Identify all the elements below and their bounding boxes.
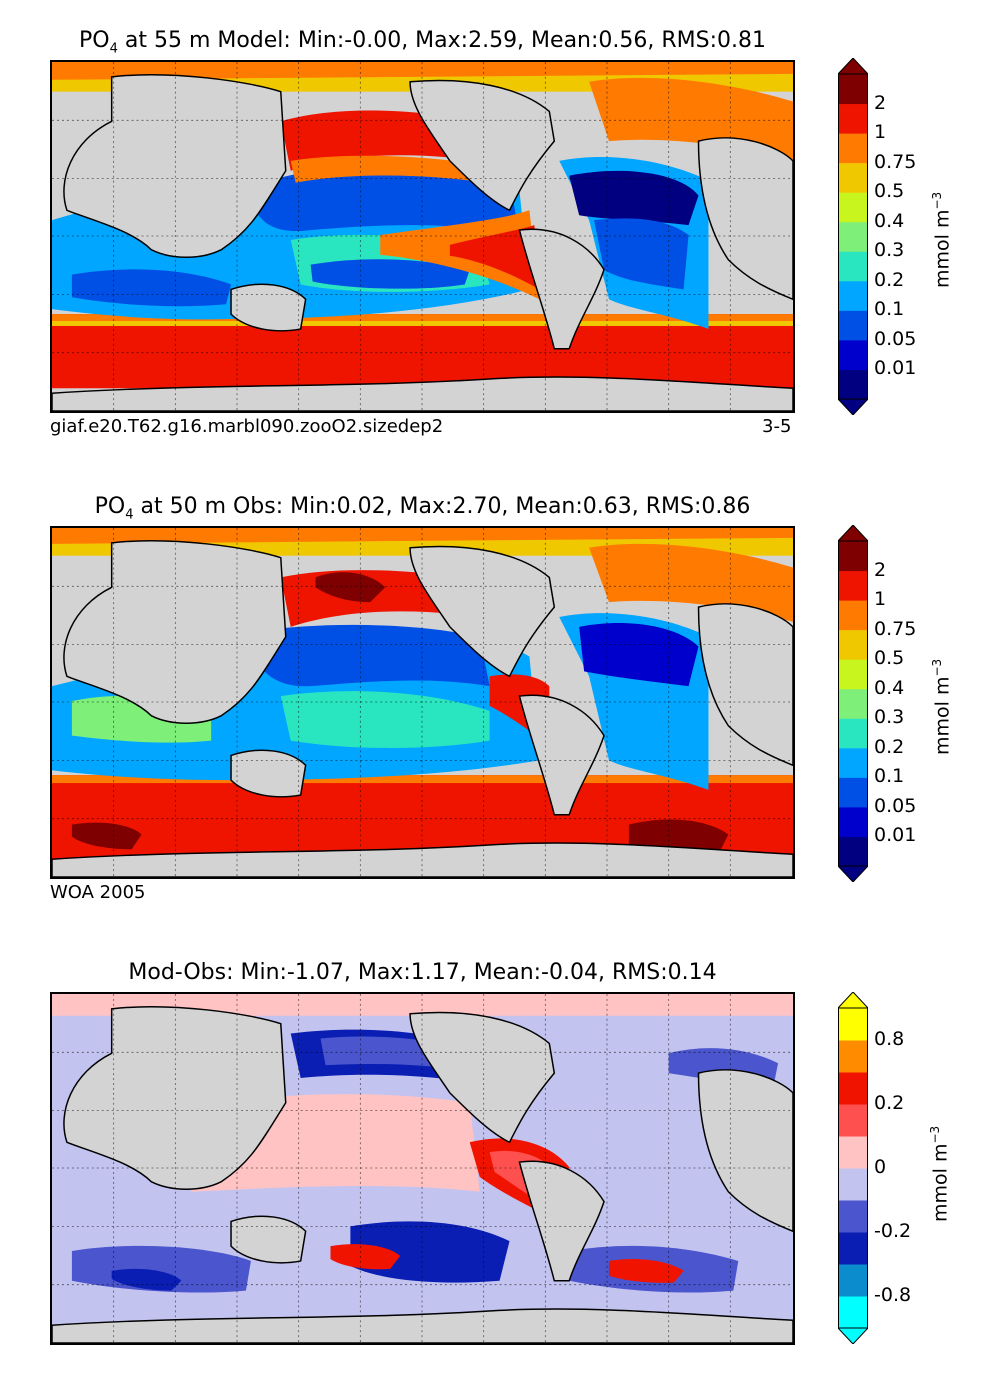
panel2-title: PO4 at 50 m Obs: Min:0.02, Max:2.70, Mea…	[94, 494, 751, 523]
panel3-title: Mod-Obs: Min:-1.07, Max:1.17, Mean:-0.04…	[128, 960, 717, 985]
colorbar-segment	[838, 718, 868, 749]
colorbar-tick-label: 0.3	[874, 239, 905, 262]
colorbar-segment	[838, 1296, 868, 1329]
panel1-colorbar-svg	[836, 57, 870, 416]
colorbar-tick-label: 0.2	[874, 735, 905, 758]
colorbar-tick-label: 0.05	[874, 794, 917, 817]
colorbar-tick-label: 2	[874, 91, 887, 114]
colorbar-tick-label: 1	[874, 588, 887, 611]
colorbar-tick-label: 0.5	[874, 180, 905, 203]
colorbar-segment	[838, 162, 868, 193]
colorbar-tick-label: 0.8	[874, 1028, 905, 1050]
panel2-source: WOA 2005	[50, 882, 146, 903]
colorbar-tick-label: 0.75	[874, 617, 917, 640]
panel2-map	[50, 526, 795, 879]
colorbar-tick-label: -0.2	[874, 1220, 912, 1242]
panel1-title: PO4 at 55 m Model: Min:-0.00, Max:2.59, …	[78, 28, 766, 57]
colorbar-segment	[838, 1168, 868, 1201]
colorbar-segment	[838, 659, 868, 690]
panel3-colorbar-units: mmol m−3	[928, 1125, 952, 1222]
colorbar-tick-label: 0.1	[874, 298, 905, 321]
colorbar-tick-label: 0.4	[874, 209, 905, 232]
colorbar-segment	[838, 339, 868, 370]
panel2-colorbar-units: mmol m−3	[930, 658, 954, 755]
colorbar-tick-label: 0.5	[874, 647, 905, 670]
colorbar-segment	[838, 133, 868, 164]
colorbar-segment	[838, 251, 868, 282]
colorbar-segment	[838, 192, 868, 223]
colorbar-segment	[838, 1008, 868, 1041]
colorbar-segment	[838, 369, 868, 400]
colorbar-tick-label: 0.01	[874, 357, 917, 380]
panel2-colorbar	[836, 524, 870, 883]
colorbar-tick-label: 0.75	[874, 150, 917, 173]
colorbar-extend-high	[836, 991, 870, 1009]
colorbar-tick-label: 0.05	[874, 327, 917, 350]
panel1-map	[50, 60, 795, 413]
colorbar-segment	[838, 103, 868, 134]
colorbar-segment	[838, 280, 868, 311]
colorbar-segment	[838, 74, 868, 105]
colorbar-tick-label: 0.3	[874, 706, 905, 729]
colorbar-segment	[838, 1136, 868, 1169]
colorbar-segment	[838, 836, 868, 867]
colorbar-segment	[838, 747, 868, 778]
panel1-map-svg	[52, 62, 793, 411]
colorbar-extend-low	[836, 398, 870, 416]
colorbar-extend-high	[836, 57, 870, 75]
colorbar-segment	[838, 777, 868, 808]
colorbar-segment	[838, 541, 868, 572]
colorbar-segment	[838, 221, 868, 252]
colorbar-tick-label: 0.2	[874, 1092, 905, 1114]
colorbar-segment	[838, 1072, 868, 1105]
panel3-map-svg	[52, 994, 793, 1343]
colorbar-tick-label: 0.1	[874, 765, 905, 788]
panel3-map	[50, 992, 795, 1345]
colorbar-segment	[838, 806, 868, 837]
panel1-colorbar-units: mmol m−3	[930, 191, 954, 288]
colorbar-segment	[838, 1264, 868, 1297]
panel1-colorbar	[836, 57, 870, 416]
panel3-colorbar-svg	[836, 991, 870, 1345]
colorbar-segment	[838, 600, 868, 631]
colorbar-extend-low	[836, 1327, 870, 1345]
panel1-case-name: giaf.e20.T62.g16.marbl090.zooO2.sizedep2	[50, 416, 444, 437]
colorbar-extend-low	[836, 865, 870, 883]
colorbar-tick-label: 0.4	[874, 676, 905, 699]
colorbar-segment	[838, 629, 868, 660]
colorbar-tick-label: 0	[874, 1156, 887, 1178]
panel1-years: 3-5	[762, 416, 792, 437]
colorbar-tick-label: 0.2	[874, 268, 905, 291]
panel2-colorbar-svg	[836, 524, 870, 883]
panel2-map-svg	[52, 528, 793, 877]
colorbar-segment	[838, 1104, 868, 1137]
colorbar-tick-label: -0.8	[874, 1284, 912, 1306]
colorbar-segment	[838, 688, 868, 719]
colorbar-tick-label: 0.01	[874, 824, 917, 847]
colorbar-tick-label: 1	[874, 121, 887, 144]
colorbar-segment	[838, 310, 868, 341]
colorbar-segment	[838, 570, 868, 601]
colorbar-segment	[838, 1232, 868, 1265]
colorbar-tick-label: 2	[874, 558, 887, 581]
colorbar-extend-high	[836, 524, 870, 542]
colorbar-segment	[838, 1200, 868, 1233]
panel3-colorbar	[836, 991, 870, 1345]
colorbar-segment	[838, 1040, 868, 1073]
